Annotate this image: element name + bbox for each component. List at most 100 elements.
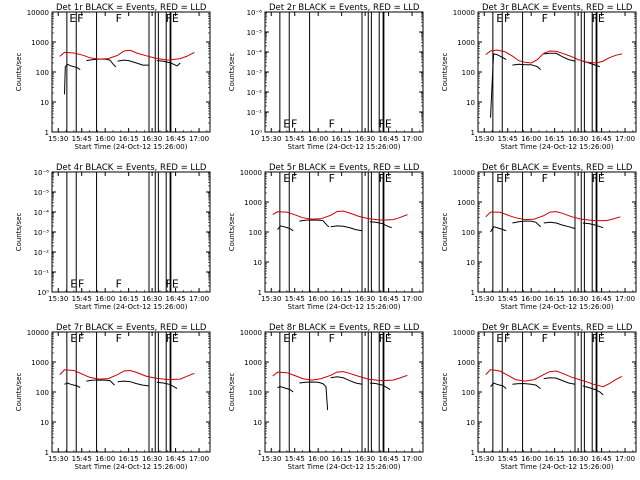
y-tick-label: 1 [471,449,475,457]
marker-letter: F [116,12,122,25]
x-tick-label: 15:45 [498,455,518,463]
event-rate-line [512,383,541,390]
event-rate-line [582,222,604,229]
y-tick-label: 1000 [457,39,475,47]
detector-panel: Det 7r BLACK = Events, RED = LLD Counts/s… [15,323,211,471]
x-axis-label: Start Time (24-Oct-12 15:26:00) [288,463,401,471]
marker-letter: E [496,12,503,25]
x-tick-label: 16:00 [521,135,541,143]
marker-letter: F [291,118,297,131]
plot-frame [51,11,211,133]
x-tick-label: 16:15 [332,455,352,463]
event-rate-line [86,379,115,386]
x-tick-label: 16:45 [378,135,398,143]
y-axis-label: Counts/sec [228,53,236,92]
y-axis-label: Counts/sec [228,213,236,252]
panel-title: Det 6r BLACK = Events, RED = LLD [482,163,633,173]
y-axis-label: Counts/sec [228,373,236,412]
marker-letter: E [70,278,77,291]
y-tick-label: 10⁰ [250,129,262,137]
y-tick-label: 100 [249,229,262,237]
y-axis-label: Counts/sec [15,373,23,412]
marker-letter: E [172,332,179,345]
plot-frame [477,171,637,293]
x-tick-label: 16:30 [142,455,162,463]
event-rate-line [117,380,150,387]
x-tick-label: 16:45 [165,295,185,303]
x-tick-label: 16:45 [591,295,611,303]
y-tick-label: 10 [40,99,49,107]
event-rate-line [369,221,392,229]
x-tick-label: 15:45 [285,295,305,303]
x-tick-label: 16:00 [521,295,541,303]
x-axis-label: Start Time (24-Oct-12 15:26:00) [75,303,188,311]
x-tick-label: 16:45 [591,455,611,463]
marker-letter: F [542,12,548,25]
x-tick-label: 17:00 [402,455,422,463]
marker-letter: E [598,172,605,185]
x-tick-label: 16:00 [308,455,328,463]
event-rate-line [543,52,576,62]
y-tick-label: 10⁰ [37,289,49,297]
detector-panel: Det 3r BLACK = Events, RED = LLD Counts/s… [441,3,637,151]
marker-letter: E [172,12,179,25]
x-tick-label: 15:30 [474,135,494,143]
marker-letter: E [496,172,503,185]
y-tick-label: 1 [471,129,475,137]
x-axis-label: Start Time (24-Oct-12 15:26:00) [501,143,614,151]
event-rate-line [117,59,149,66]
y-tick-label: 1 [258,289,262,297]
x-tick-label: 15:30 [48,295,68,303]
marker-letter: F [592,332,598,345]
x-tick-label: 16:15 [545,135,565,143]
y-tick-label: 100 [249,389,262,397]
x-tick-label: 15:30 [474,295,494,303]
x-tick-label: 15:30 [261,135,281,143]
lld-rate-line [485,369,623,388]
x-tick-label: 16:15 [119,295,139,303]
x-tick-label: 17:00 [615,455,635,463]
y-tick-label: 10⁻² [247,89,263,97]
y-tick-label: 10000 [27,9,49,17]
x-tick-label: 17:00 [402,295,422,303]
x-tick-label: 16:00 [308,135,328,143]
y-tick-label: 10⁻¹ [34,269,50,277]
y-tick-label: 10⁻⁵ [247,29,263,37]
y-tick-label: 10⁻⁴ [34,209,50,217]
marker-letter: F [78,278,84,291]
plot-frame [264,11,424,133]
x-tick-label: 15:30 [48,455,68,463]
event-rate-line [277,386,294,393]
marker-letter: F [504,172,510,185]
y-tick-label: 1 [471,289,475,297]
y-tick-label: 100 [36,69,49,77]
marker-letter: F [329,332,335,345]
y-axis-label: Counts/sec [15,213,23,252]
event-rate-line [64,382,81,389]
x-axis-label: Start Time (24-Oct-12 15:26:00) [75,463,188,471]
marker-letter: E [70,332,77,345]
detector-panel: Det 5r BLACK = Events, RED = LLD Counts/s… [228,163,424,311]
detector-panel: Det 8r BLACK = Events, RED = LLD Counts/s… [228,323,424,471]
x-tick-label: 15:45 [72,455,92,463]
marker-letter: E [283,118,290,131]
x-tick-label: 16:30 [142,295,162,303]
marker-letter: F [379,118,385,131]
panel-title: Det 9r BLACK = Events, RED = LLD [482,323,633,333]
y-tick-label: 100 [462,229,475,237]
y-tick-label: 10⁻³ [34,229,50,237]
x-tick-label: 15:30 [261,295,281,303]
x-tick-label: 16:30 [568,295,588,303]
lld-rate-line [59,369,195,381]
x-tick-label: 15:30 [48,135,68,143]
lld-rate-line [272,371,408,382]
x-axis-label: Start Time (24-Oct-12 15:26:00) [288,303,401,311]
marker-letter: F [379,332,385,345]
event-rate-line [543,221,576,230]
x-tick-label: 15:45 [498,295,518,303]
y-tick-label: 10 [466,259,475,267]
marker-letter: E [598,332,605,345]
x-tick-label: 16:15 [545,295,565,303]
event-rate-line [86,58,117,68]
